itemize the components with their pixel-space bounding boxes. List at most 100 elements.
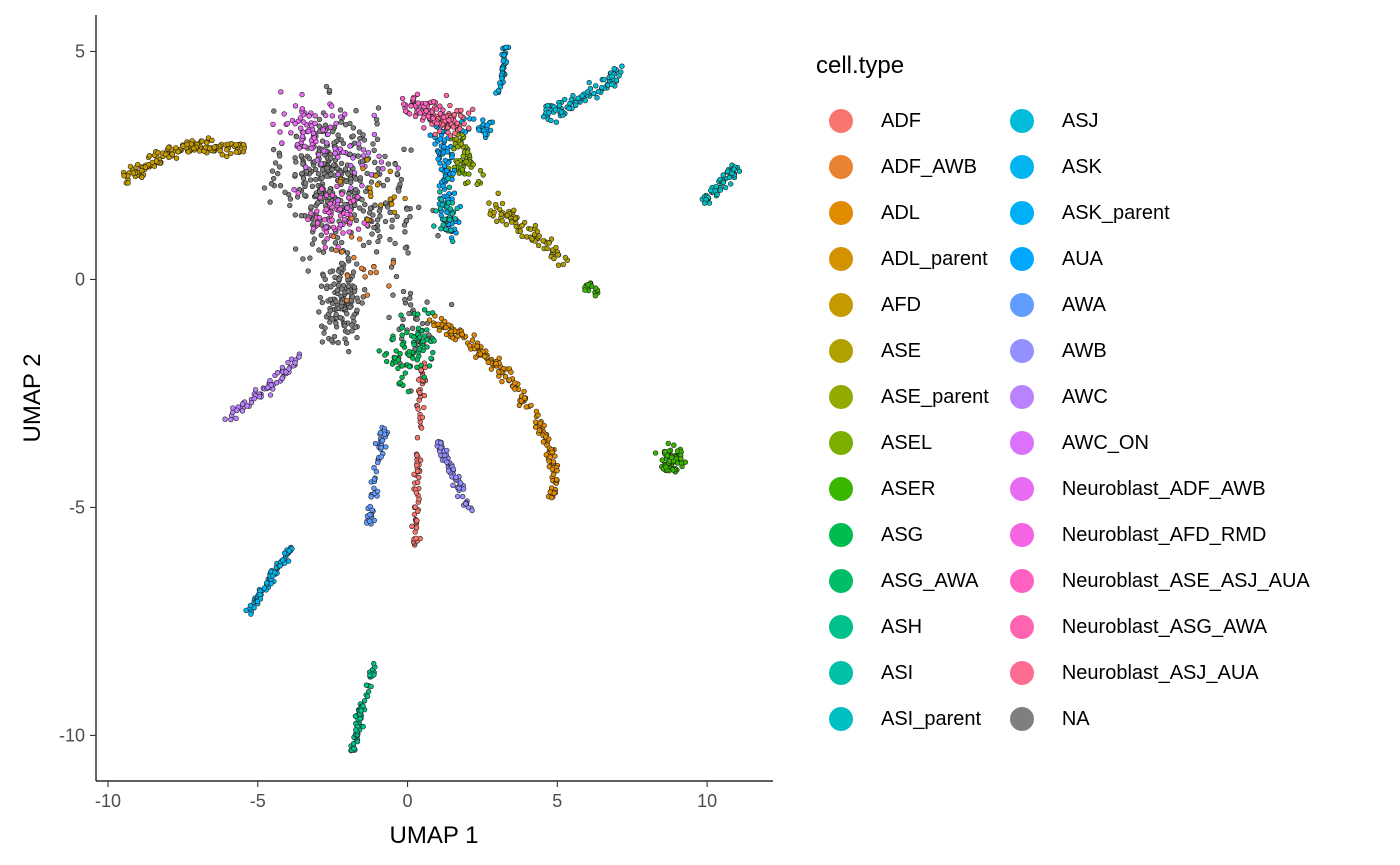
point-adl: [553, 476, 560, 483]
point-neuroblast-asg-awa: [437, 111, 443, 117]
point-awb: [465, 504, 472, 511]
point-na: [261, 185, 268, 191]
point-afd: [142, 164, 149, 170]
point-awa: [375, 459, 381, 466]
legend-item-asel: ASEL: [816, 420, 989, 466]
point-aser: [659, 457, 665, 463]
point-asg-awa: [425, 310, 431, 317]
point-afd: [149, 159, 156, 166]
point-asi-parent: [717, 187, 723, 193]
point-ask-parent: [480, 117, 486, 123]
point-awa: [368, 494, 374, 500]
point-na: [435, 233, 441, 239]
point-na: [287, 202, 293, 209]
point-na: [352, 202, 358, 208]
point-na: [400, 288, 407, 295]
point-neuroblast-afd-rmd: [305, 216, 311, 223]
point-asi: [443, 226, 449, 232]
legend-key-circle: [829, 523, 853, 547]
point-awc: [274, 370, 281, 376]
point-asg: [399, 332, 405, 338]
point-adl-parent: [391, 194, 397, 200]
point-na: [362, 287, 368, 293]
point-afd: [219, 152, 225, 158]
point-asg: [382, 352, 388, 358]
point-adf: [416, 496, 422, 502]
point-na: [319, 167, 326, 173]
point-ase: [499, 200, 506, 207]
point-adl: [502, 374, 509, 380]
point-neuroblast-adf-awb: [327, 124, 334, 130]
point-na: [328, 284, 334, 290]
point-na: [407, 302, 414, 308]
point-asi-parent: [720, 172, 726, 178]
point-asg-awa: [431, 338, 437, 344]
point-neuroblast-asj-aua: [458, 113, 464, 119]
legend-label: ASJ: [1061, 109, 1099, 132]
point-na: [345, 288, 351, 295]
point-adf-awb: [344, 297, 350, 304]
point-na: [321, 330, 327, 336]
point-na: [316, 123, 322, 129]
legend-label: ADF: [881, 109, 921, 132]
point-awa: [379, 437, 386, 444]
point-na: [368, 179, 375, 185]
point-afd: [139, 167, 145, 174]
point-adf-awb: [390, 260, 396, 266]
point-asj: [575, 95, 581, 101]
point-na: [293, 133, 300, 140]
point-na: [344, 250, 351, 256]
point-na: [353, 186, 359, 193]
point-na: [293, 159, 299, 165]
scatter-points: [120, 44, 743, 754]
point-neuroblast-afd-rmd: [350, 198, 357, 204]
point-na: [373, 249, 380, 255]
point-aua: [451, 190, 458, 196]
legend-columns: ADF ADF_AWB ADL ADL_parent AFD ASE ASE_parent A…: [816, 98, 1310, 742]
point-na: [414, 316, 420, 322]
point-adl: [488, 366, 495, 372]
point-adl-parent: [373, 173, 379, 179]
point-na: [359, 196, 365, 203]
legend-item-ask-parent: ASK_parent: [997, 190, 1310, 236]
point-asj: [594, 95, 600, 101]
point-na: [394, 213, 400, 220]
point-na: [385, 204, 391, 210]
point-adl: [512, 386, 518, 392]
point-na: [349, 294, 356, 300]
point-neuroblast-adf-awb: [288, 130, 294, 136]
point-na: [316, 309, 322, 315]
point-neuroblast-asg-awa: [425, 113, 431, 119]
point-afd: [130, 170, 137, 176]
point-na: [309, 241, 316, 247]
legend-label: Neuroblast_ASE_ASJ_AUA: [1061, 569, 1310, 592]
point-na: [367, 205, 374, 211]
legend-label: Neuroblast_ASG_AWA: [1061, 615, 1268, 638]
point-afd: [155, 149, 161, 156]
point-adf: [415, 508, 421, 514]
point-adf: [414, 462, 420, 469]
point-asj: [601, 76, 607, 83]
point-aua: [450, 171, 456, 177]
point-na: [407, 214, 413, 220]
point-na: [374, 121, 380, 127]
point-awc: [248, 399, 255, 406]
point-na: [374, 217, 381, 223]
point-awc-on: [299, 133, 306, 140]
legend-label: AWC: [1061, 385, 1108, 408]
legend-key-circle: [1009, 385, 1034, 409]
point-awb: [444, 459, 450, 465]
point-asi-parent: [726, 174, 733, 181]
point-neuroblast-ase-asj-aua: [414, 91, 421, 97]
point-adf: [413, 490, 420, 496]
point-neuroblast-adf-awb: [292, 121, 298, 127]
point-asi: [445, 175, 451, 182]
point-aua: [441, 144, 447, 150]
point-na: [362, 201, 368, 208]
point-asi: [431, 223, 437, 229]
point-neuroblast-afd-rmd: [323, 229, 330, 235]
point-na: [342, 323, 348, 329]
point-ase-parent: [470, 161, 476, 168]
point-asg: [376, 348, 382, 354]
